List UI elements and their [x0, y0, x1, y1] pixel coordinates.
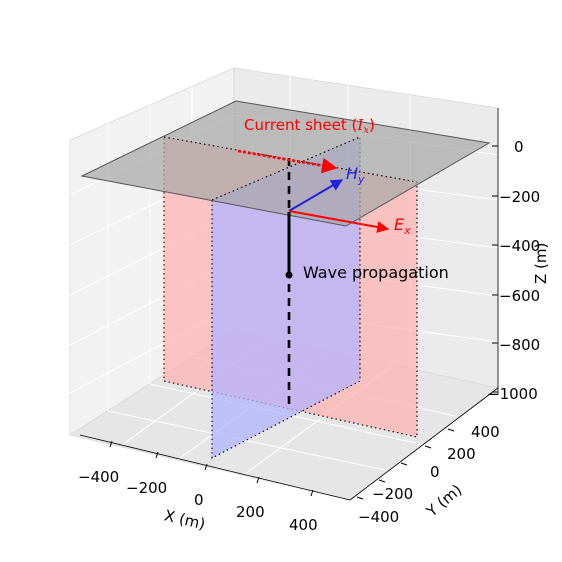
- x-tick-label: 200: [236, 503, 265, 521]
- y-axis-ticks: [356, 428, 455, 500]
- x-axis-ticks: [109, 440, 314, 497]
- y-tick-label: −200: [372, 485, 413, 503]
- z-tick-label: −800: [499, 336, 540, 354]
- hy-arrow: [288, 179, 344, 212]
- z-tick-label: −400: [499, 237, 540, 255]
- current-sheet-arrow: [237, 149, 338, 174]
- z-tick-label: 0: [514, 138, 524, 156]
- z-tick-label: −1000: [487, 385, 538, 403]
- surface-plane: [80, 100, 491, 227]
- y-tick-label: −400: [358, 508, 399, 526]
- z-tick-label: −200: [499, 188, 540, 206]
- z-tick-label: −600: [499, 287, 540, 305]
- y-tick-label: 200: [447, 445, 476, 463]
- y-axis-label: Y (m): [422, 481, 465, 521]
- ex-arrow: [288, 210, 390, 233]
- current-sheet-sub: x: [363, 125, 369, 136]
- x-axis-label: X (m): [163, 506, 207, 533]
- x-axis-line: [79, 434, 351, 501]
- ex-symbol: E: [394, 215, 405, 234]
- ex-sub: x: [403, 224, 411, 237]
- x-tick-label: −400: [78, 468, 119, 486]
- y-tick-label: 0: [430, 463, 440, 481]
- current-sheet-symbol: I: [356, 116, 364, 134]
- x-tick-label: 0: [194, 491, 204, 509]
- hy-label: Hy: [346, 164, 365, 186]
- wave-propagation-tip: [285, 271, 293, 279]
- y-axis-line: [349, 387, 499, 501]
- hy-symbol: H: [346, 164, 358, 183]
- z-axis-ticks: [492, 145, 498, 393]
- y-tick-label: 400: [471, 423, 500, 441]
- x-tick-label: −200: [126, 479, 167, 497]
- hy-sub: y: [357, 173, 365, 186]
- current-sheet-close: ): [369, 116, 375, 134]
- current-sheet-label: Current sheet (Ix): [244, 116, 375, 136]
- x-tick-label: 400: [289, 516, 318, 534]
- z-axis-label: Z (m): [532, 243, 550, 284]
- ex-label: Ex: [394, 215, 411, 237]
- wave-propagation-label: Wave propagation: [303, 263, 449, 282]
- current-sheet-text: Current sheet (: [244, 116, 357, 134]
